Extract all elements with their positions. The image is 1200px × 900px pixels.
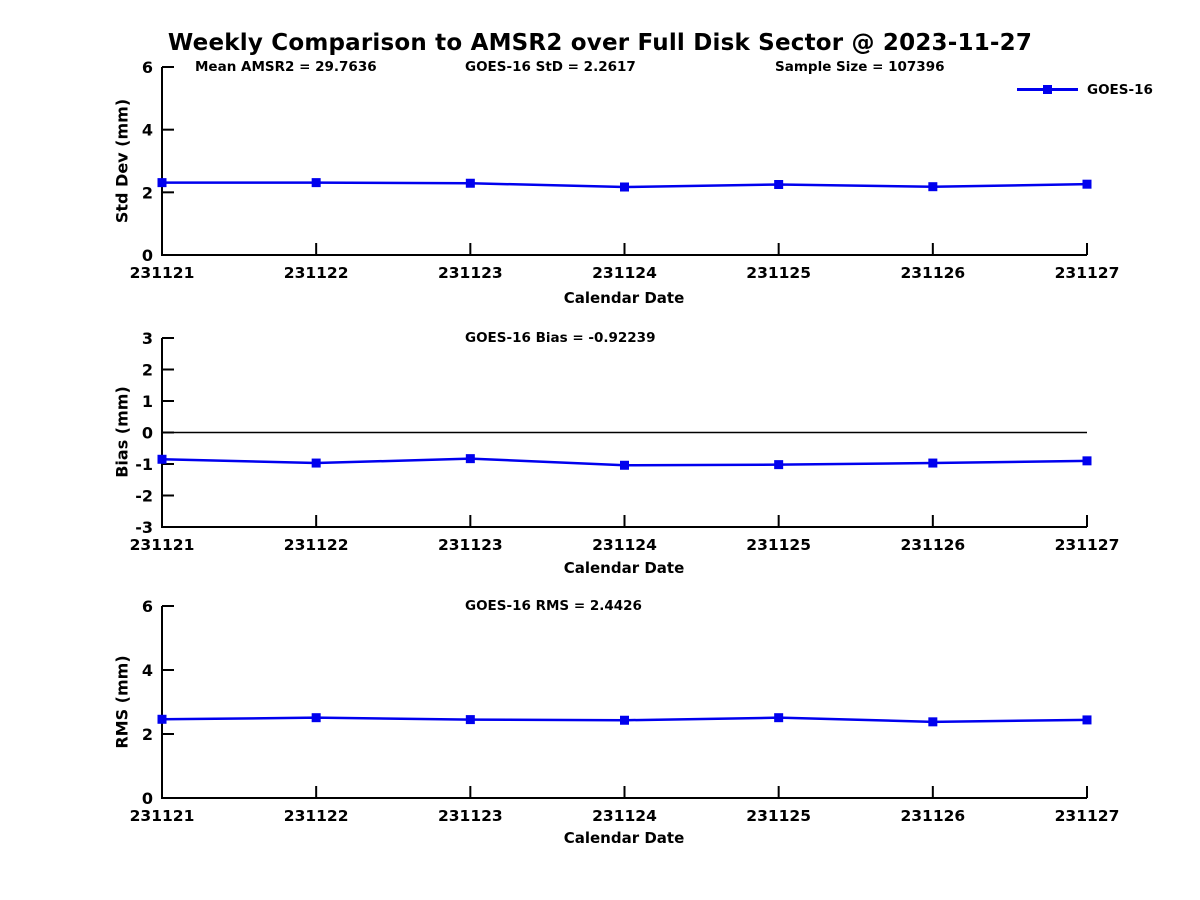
svg-text:3: 3 [142, 329, 153, 348]
bias-x-axis-label: Calendar Date [563, 559, 685, 577]
svg-text:231127: 231127 [1055, 264, 1120, 282]
svg-text:6: 6 [142, 58, 153, 77]
rms-x-axis-label: Calendar Date [563, 829, 685, 847]
svg-text:4: 4 [142, 661, 153, 680]
rms-chart-title: GOES-16 RMS = 2.4426 [465, 598, 642, 614]
svg-text:231125: 231125 [746, 264, 811, 282]
svg-text:6: 6 [142, 597, 153, 616]
legend-square-marker-icon [1043, 85, 1052, 94]
svg-text:231123: 231123 [438, 807, 503, 825]
svg-text:231127: 231127 [1055, 536, 1120, 554]
svg-text:231121: 231121 [130, 536, 195, 554]
stddev-x-axis-label: Calendar Date [563, 289, 685, 307]
svg-text:231122: 231122 [284, 264, 349, 282]
page-title: Weekly Comparison to AMSR2 over Full Dis… [167, 30, 1033, 56]
svg-text:231124: 231124 [592, 807, 657, 825]
svg-text:231126: 231126 [900, 264, 965, 282]
annotation-mean-amsr2: Mean AMSR2 = 29.7636 [195, 59, 377, 75]
bias-chart-title: GOES-16 Bias = -0.92239 [465, 330, 656, 346]
svg-text:-2: -2 [135, 487, 153, 506]
svg-text:231125: 231125 [746, 807, 811, 825]
svg-text:0: 0 [142, 424, 153, 443]
svg-text:231126: 231126 [900, 807, 965, 825]
svg-text:231124: 231124 [592, 264, 657, 282]
svg-text:0: 0 [142, 246, 153, 265]
svg-text:231122: 231122 [284, 807, 349, 825]
svg-text:231123: 231123 [438, 264, 503, 282]
svg-text:-3: -3 [135, 518, 153, 537]
svg-text:2: 2 [142, 725, 153, 744]
svg-text:-1: -1 [135, 455, 153, 474]
svg-text:231127: 231127 [1055, 807, 1120, 825]
svg-text:4: 4 [142, 121, 153, 140]
legend: GOES-16 [1015, 78, 1195, 100]
svg-text:1: 1 [142, 392, 153, 411]
svg-text:231126: 231126 [900, 536, 965, 554]
svg-text:231124: 231124 [592, 536, 657, 554]
svg-text:2: 2 [142, 183, 153, 202]
svg-text:231125: 231125 [746, 536, 811, 554]
annotation-goes16-std: GOES-16 StD = 2.2617 [465, 59, 636, 75]
svg-text:231121: 231121 [130, 807, 195, 825]
svg-text:0: 0 [142, 789, 153, 808]
svg-text:231123: 231123 [438, 536, 503, 554]
svg-text:231121: 231121 [130, 264, 195, 282]
svg-text:2: 2 [142, 361, 153, 380]
annotation-sample-size: Sample Size = 107396 [775, 59, 945, 75]
legend-label: GOES-16 [1087, 82, 1153, 98]
svg-text:231122: 231122 [284, 536, 349, 554]
